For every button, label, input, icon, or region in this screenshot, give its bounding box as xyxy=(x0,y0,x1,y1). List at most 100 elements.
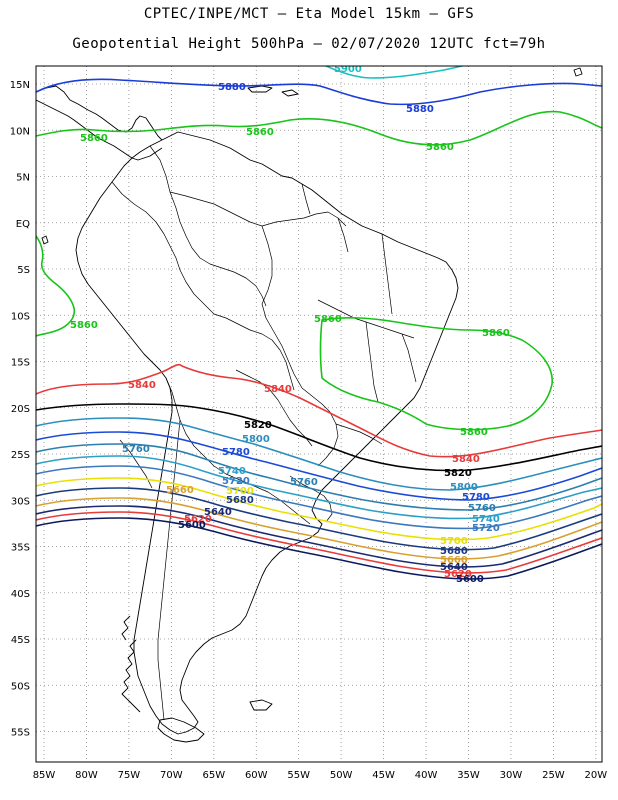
border xyxy=(301,183,311,215)
latitude-label: 10S xyxy=(11,311,30,322)
falkland-islands xyxy=(249,699,273,711)
galapagos-island xyxy=(41,235,49,245)
central-america-coast xyxy=(36,85,163,141)
contour-5640 xyxy=(36,505,602,568)
contour-label: 5800 xyxy=(242,434,270,445)
contour-5880 xyxy=(36,78,602,106)
geopotential-contours xyxy=(36,66,602,580)
latitude-labels: 15N 10N 5N EQ 5S 10S 15S 20S 25S 30S 35S 40S 45S 50S 5… xyxy=(10,80,30,739)
border xyxy=(149,145,267,307)
contour-label: 5740 xyxy=(472,514,500,525)
contour-5760 xyxy=(36,443,602,511)
contour-label: 5740 xyxy=(218,466,246,477)
contour-label: 5840 xyxy=(128,380,156,391)
contour-5720 xyxy=(36,465,602,530)
contour-label: 5860 xyxy=(70,320,98,331)
contour-label: 5680 xyxy=(440,546,468,557)
latitude-label: 50S xyxy=(11,681,30,692)
latitude-label: 10N xyxy=(10,126,30,137)
latitude-label: EQ xyxy=(16,219,30,230)
contour-label: 5880 xyxy=(406,104,434,115)
contour-5860-north xyxy=(36,110,602,146)
longitude-labels: 85W 80W 75W 70W 65W 60W 55W 50W 45W 40W 35W 30W 25W 2… xyxy=(33,770,608,781)
contour-label: 5660 xyxy=(440,555,468,566)
contour-label: 5720 xyxy=(472,523,500,534)
title-line-1: CPTEC/INPE/MCT – Eta Model 15km – GFS xyxy=(143,6,475,22)
caribbean-island xyxy=(247,85,273,93)
contour-label: 5860 xyxy=(460,427,488,438)
chile-fjords xyxy=(121,639,141,713)
caribbean-island xyxy=(573,67,583,77)
contour-label: 5860 xyxy=(246,127,274,138)
longitude-label: 80W xyxy=(75,770,98,781)
south-america-coast xyxy=(75,131,459,735)
longitude-label: 40W xyxy=(415,770,438,781)
contour-label: 5780 xyxy=(222,447,250,458)
contour-label: 5620 xyxy=(444,569,472,580)
border xyxy=(213,313,295,391)
contour-5600 xyxy=(36,517,602,580)
contour-5840 xyxy=(36,363,602,458)
longitude-label: 75W xyxy=(118,770,141,781)
contour-label: 5840 xyxy=(264,384,292,395)
contour-5740 xyxy=(36,455,602,520)
latitude-label: 20S xyxy=(11,404,30,415)
contour-label: 5860 xyxy=(80,133,108,144)
border xyxy=(381,233,393,315)
contour-label: 5860 xyxy=(426,142,454,153)
longitude-label: 65W xyxy=(202,770,225,781)
longitude-label: 20W xyxy=(585,770,608,781)
border xyxy=(261,225,303,389)
contour-5660 xyxy=(36,497,602,560)
contour-label: 5860 xyxy=(482,328,510,339)
contour-5800 xyxy=(36,417,602,491)
latitude-label: 35S xyxy=(11,543,30,554)
longitude-label: 60W xyxy=(245,770,268,781)
contour-label: 5640 xyxy=(204,507,232,518)
latitude-label: 5S xyxy=(17,265,30,276)
contour-label: 5760 xyxy=(290,477,318,488)
border xyxy=(401,333,417,383)
contour-label: 5900 xyxy=(334,64,362,75)
contour-label: 5620 xyxy=(184,514,212,525)
contour-label: 5760 xyxy=(468,503,496,514)
contour-label: 5820 xyxy=(444,468,472,479)
border xyxy=(365,321,379,403)
longitude-label: 50W xyxy=(330,770,353,781)
contour-5700 xyxy=(36,477,602,541)
contour-5780 xyxy=(36,431,602,501)
latitude-label: 15S xyxy=(11,358,30,369)
latitude-label: 30S xyxy=(11,496,30,507)
contour-label: 5720 xyxy=(222,476,250,487)
contour-label: 5680 xyxy=(226,495,254,506)
contour-label: 5640 xyxy=(440,562,468,573)
latitude-label: 55S xyxy=(11,728,30,739)
contour-label: 5700 xyxy=(440,536,468,547)
central-america-pacific xyxy=(36,99,163,161)
caribbean-island xyxy=(281,89,299,97)
contour-label: 5800 xyxy=(450,482,478,493)
latitude-label: 25S xyxy=(11,450,30,461)
latitude-label: 40S xyxy=(11,589,30,600)
coastlines xyxy=(36,67,583,743)
tierra-del-fuego xyxy=(157,717,205,743)
border xyxy=(165,377,311,525)
contour-label: 5840 xyxy=(452,454,480,465)
contour-5860-east xyxy=(319,317,553,431)
map-frame xyxy=(35,65,603,763)
country-borders xyxy=(111,145,417,721)
border xyxy=(289,475,333,523)
latitude-label: 5N xyxy=(16,173,30,184)
longitude-label: 25W xyxy=(542,770,565,781)
title-line-2: Geopotential Height 500hPa – 02/07/2020 … xyxy=(72,36,546,52)
contour-label: 5660 xyxy=(166,485,194,496)
contour-label: 5600 xyxy=(178,520,206,531)
contour-labels: 5900 5880 5880 5860 5860 5860 5860 5860 … xyxy=(70,64,510,585)
contour-label: 5700 xyxy=(226,486,254,497)
border xyxy=(335,423,383,445)
longitude-label: 70W xyxy=(160,770,183,781)
chile-islands xyxy=(121,615,131,641)
contour-5680 xyxy=(36,487,602,551)
contour-label: 5600 xyxy=(456,574,484,585)
